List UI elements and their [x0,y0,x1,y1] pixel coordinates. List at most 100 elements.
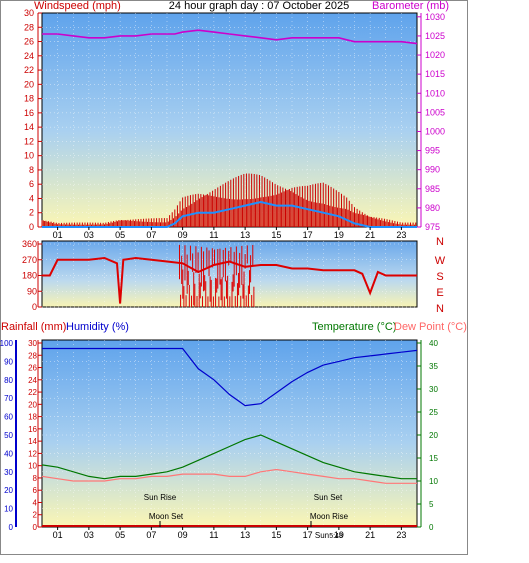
hour-tick-label: 07 [146,530,156,540]
wind-tick-label: 0 [29,222,34,232]
barometer-tick-label: 980 [425,203,440,213]
hour-tick-label: 01 [53,530,63,540]
barometer-tick-label: 1025 [425,31,445,41]
humidity-tick-label: 40 [4,449,13,458]
hour-tick-label: 15 [271,230,281,240]
humidity-axis: 0 10 20 30 40 50 60 70 80 90 100 [0,339,17,532]
direction-tick-label: 90 [27,286,37,296]
barometer-tick-label: 995 [425,146,440,156]
barometer-tick-label: 1015 [425,69,445,79]
hour-tick-label: 13 [240,230,250,240]
humidity-tick-label: 0 [9,523,14,532]
wind-tick-label: 30 [24,8,34,18]
wind-tick-label: 2 [29,208,34,218]
rain-tick-label: 4 [33,498,38,507]
humidity-tick-label: 10 [4,505,13,514]
direction-tick-label: 0 [32,302,37,312]
wind-tick-label: 14 [24,122,34,132]
temperature-tick-label: 5 [429,500,434,509]
humidity-tick-label: 30 [4,468,13,477]
rain-tick-label: 14 [28,437,37,446]
sun-time-label: Sun [315,531,329,540]
wind-tick-label: 12 [24,136,34,146]
barometer-tick-label: 985 [425,184,440,194]
barometer-tick-label: 1030 [425,12,445,22]
barometer-tick-label: 1000 [425,126,445,136]
astro-events: Sun Rise Sun Set Moon Set Moon Rise [144,493,349,527]
hour-tick-label: 13 [240,530,250,540]
wind-series-group [41,29,418,228]
sun-time-value: 5:48 [329,533,343,540]
hour-tick-label: 11 [209,530,218,540]
hour-tick-label: 09 [178,530,188,540]
moonrise-label: Moon Rise [310,512,349,521]
wind-tick-label: 4 [29,193,34,203]
humidity-tick-label: 90 [4,357,13,366]
lower-plot-area [41,339,418,528]
dewpoint-axis-title: Dew Point (°C) [394,321,467,333]
wind-tick-label: 28 [24,22,34,32]
wind-tick-label: 26 [24,37,34,47]
compass-label: N [436,236,444,248]
hour-tick-label: 03 [84,230,94,240]
temperature-tick-label: 30 [429,385,438,394]
rain-tick-label: 16 [28,425,37,434]
dewpoint-line [41,468,417,484]
temperature-tick-label: 0 [429,523,434,532]
lower-hour-axis: 01 03 05 07 09 11 13 15 17 19 21 23 Sun 5:48 [53,527,406,540]
barometer-axis-title: Barometer (mb) [372,0,449,12]
lower-series-group [41,347,418,527]
humidity-tick-label: 60 [4,413,13,422]
compass-label: E [436,287,443,299]
hour-tick-label: 11 [209,230,218,240]
rain-tick-label: 10 [28,462,37,471]
wind-tick-label: 24 [24,51,34,61]
hour-tick-label: 19 [334,530,344,540]
hour-tick-label: 07 [146,230,156,240]
wind-tick-label: 22 [24,65,34,75]
direction-tick-label: 360 [22,239,37,249]
wind-average-line [42,200,417,228]
hour-tick-label: 17 [303,530,313,540]
humidity-axis-title: Humidity (%) [66,321,129,333]
temperature-tick-label: 25 [429,408,438,417]
wind-tick-label: 6 [29,179,34,189]
moonset-label: Moon Set [149,512,184,521]
humidity-line [42,347,418,407]
humidity-tick-label: 70 [4,394,13,403]
direction-left-axis: 0 90 180 270 360 [22,239,42,312]
rain-tick-label: 28 [28,351,37,360]
direction-tick-label: 270 [22,255,37,265]
hour-tick-label: 15 [271,530,281,540]
temperature-tick-label: 40 [429,339,438,348]
temperature-axis-title: Temperature (°C) [312,321,396,333]
rain-tick-label: 18 [28,413,37,422]
hour-tick-label: 21 [365,530,375,540]
rain-tick-label: 6 [33,486,38,495]
barometer-tick-label: 1010 [425,88,445,98]
direction-series-group [42,244,417,307]
wind-axis-title: Windspeed (mph) [34,0,121,12]
direction-grid [42,241,417,308]
outer-border [0,0,468,555]
direction-tick-label: 180 [22,271,37,281]
barometer-tick-label: 990 [425,165,440,175]
hour-tick-label: 21 [365,230,375,240]
rain-tick-label: 8 [33,474,38,483]
rainfall-axis-title: Rainfall (mm) [1,321,66,333]
barometer-tick-label: 1020 [425,50,445,60]
humidity-tick-label: 20 [4,486,13,495]
hour-tick-label: 23 [396,530,406,540]
barometer-right-axis: 975 980 985 990 995 1000 1005 1010 1015 1020 1025 1… [417,12,445,232]
hour-tick-label: 05 [115,530,125,540]
rain-tick-label: 22 [28,388,37,397]
rain-tick-label: 26 [28,364,37,373]
hour-tick-label: 19 [334,230,344,240]
compass-label: W [435,255,446,267]
barometer-tick-label: 1005 [425,107,445,117]
rain-tick-label: 30 [28,339,37,348]
barometer-line [42,29,418,45]
